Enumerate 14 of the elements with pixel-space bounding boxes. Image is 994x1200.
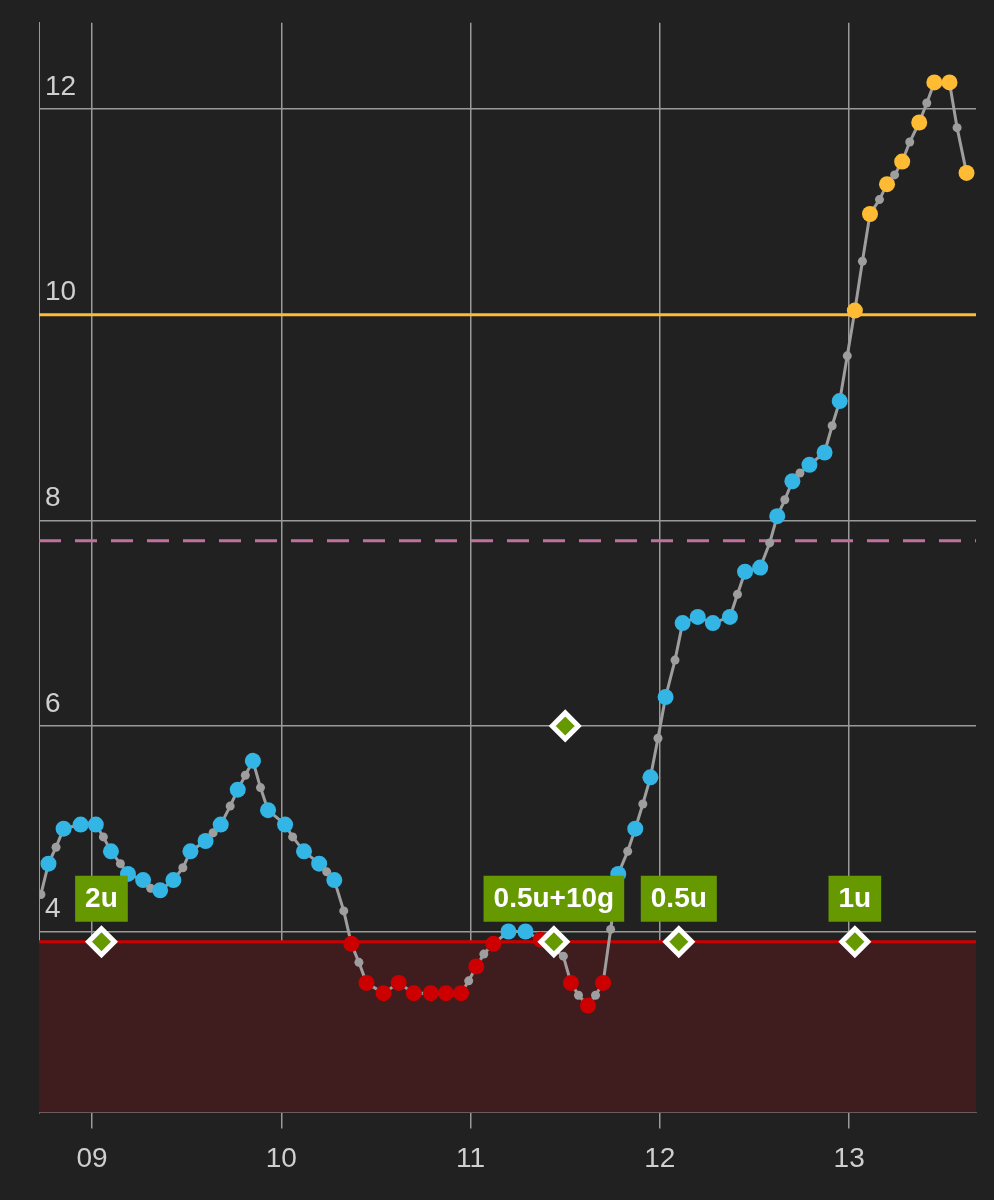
y-tick-label: 8 [45,481,61,513]
annotation: 1u [838,882,872,914]
x-tick-label: 09 [76,1141,108,1173]
y-tick-label: 12 [45,69,77,101]
annotation: 0.5u+10g [493,882,615,914]
annotation: 2u [85,882,118,914]
x-tick-label: 13 [833,1141,865,1173]
x-tick-label: 11 [456,1141,486,1173]
annotation: 0.5u [650,882,707,914]
y-tick-label: 4 [45,892,61,924]
y-tick-label: 10 [45,275,77,307]
x-tick-label: 12 [644,1141,676,1173]
y-tick-label: 6 [45,686,61,718]
x-tick-label: 10 [265,1141,297,1173]
